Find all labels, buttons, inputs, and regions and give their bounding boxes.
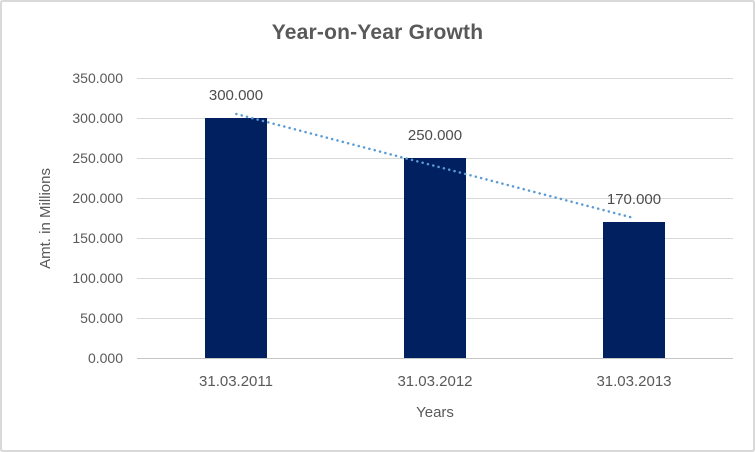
x-tick-label: 31.03.2013	[596, 373, 672, 390]
bar	[205, 118, 267, 358]
bar-value-label: 300.000	[208, 87, 264, 104]
trendline	[235, 112, 635, 220]
gridline	[137, 118, 733, 119]
bar	[603, 222, 665, 358]
y-tick-label: 200.000	[72, 190, 123, 206]
chart-title: Year-on-Year Growth	[271, 21, 484, 44]
y-axis-title-text: Amt. in Millions	[36, 167, 54, 269]
plot-area: 300.000 250.000 170.000	[137, 78, 733, 359]
bar	[404, 158, 466, 358]
bar-value-label: 250.000	[407, 127, 463, 144]
bar-value-label: 170.000	[606, 191, 662, 208]
gridline	[137, 78, 733, 79]
y-tick-label: 100.000	[72, 270, 123, 286]
trendline-path	[235, 112, 635, 220]
y-tick-label: 0.000	[87, 350, 123, 366]
y-tick-label: 150.000	[72, 230, 123, 246]
x-tick-label: 31.03.2012	[397, 373, 473, 390]
y-tick-label: 50.000	[80, 310, 123, 326]
y-tick-label: 250.000	[72, 150, 123, 166]
x-axis-title: Years	[416, 404, 454, 421]
y-tick-label: 300.000	[72, 110, 123, 126]
x-tick-label: 31.03.2011	[199, 373, 273, 390]
y-tick-label: 350.000	[72, 70, 123, 86]
